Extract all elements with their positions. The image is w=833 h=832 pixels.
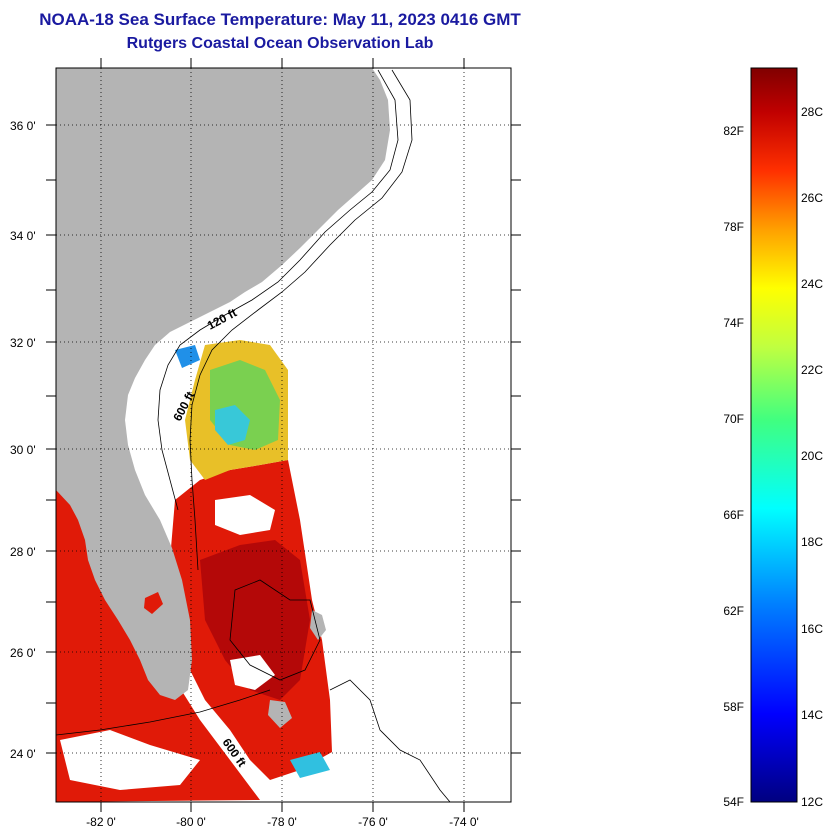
- cloud-patch-2: [60, 730, 200, 790]
- lon-label-74: -74 0': [449, 815, 479, 829]
- colorbar-f-74: 74F: [723, 316, 744, 330]
- lon-label-78: -78 0': [267, 815, 297, 829]
- sst-swath-north-cyan: [215, 405, 250, 445]
- bahamas-contour-2: [229, 579, 321, 681]
- lake-okeechobee: [144, 592, 163, 614]
- lat-label-30: 30 0': [10, 443, 36, 457]
- axis-ticks: [46, 58, 521, 812]
- colorbar-c-28: 28C: [801, 105, 823, 119]
- colorbar-f-78: 78F: [723, 220, 744, 234]
- colorbar-f-70: 70F: [723, 412, 744, 426]
- colorbar-c-12: 12C: [801, 795, 823, 809]
- lon-label-76: -76 0': [358, 815, 388, 829]
- colorbar: [750, 67, 798, 803]
- bahamas-island-2: [268, 700, 292, 728]
- colorbar-c-14: 14C: [801, 708, 823, 722]
- colorbar-c-18: 18C: [801, 535, 823, 549]
- colorbar-f-58: 58F: [723, 700, 744, 714]
- lat-label-28: 28 0': [10, 545, 36, 559]
- isobath-600ft: [189, 69, 413, 571]
- cloud-patch: [215, 495, 275, 535]
- cloud-patch-3: [230, 655, 275, 690]
- lon-label-82: -82 0': [86, 815, 116, 829]
- map-title: NOAA-18 Sea Surface Temperature: May 11,…: [39, 10, 521, 29]
- colorbar-c-22: 22C: [801, 363, 823, 377]
- colorbar-c-20: 20C: [801, 449, 823, 463]
- colorbar-c-24: 24C: [801, 277, 823, 291]
- florida-straits-contour: [56, 689, 271, 736]
- sst-swath-hot: [200, 540, 310, 700]
- map-subtitle: Rutgers Coastal Ocean Observation Lab: [126, 35, 434, 52]
- lat-label-24: 24 0': [10, 747, 36, 761]
- colorbar-f-66: 66F: [723, 508, 744, 522]
- lat-label-36: 36 0': [10, 119, 36, 133]
- cold-patch-2: [175, 345, 200, 368]
- colorbar-c-26: 26C: [801, 191, 823, 205]
- land-mass: [56, 68, 390, 700]
- lat-label-34: 34 0': [10, 229, 36, 243]
- lon-label-80: -80 0': [176, 815, 206, 829]
- colorbar-f-82: 82F: [723, 124, 744, 138]
- plot-frame: [55, 67, 512, 803]
- cold-patch-3: [290, 752, 330, 778]
- colorbar-c-16: 16C: [801, 622, 823, 636]
- isobath-120ft: [157, 69, 399, 511]
- colorbar-f-54: 54F: [723, 795, 744, 809]
- colorbar-f-62: 62F: [723, 604, 744, 618]
- lat-label-32: 32 0': [10, 336, 36, 350]
- bahamas-contour: [329, 679, 451, 802]
- lat-label-26: 26 0': [10, 646, 36, 660]
